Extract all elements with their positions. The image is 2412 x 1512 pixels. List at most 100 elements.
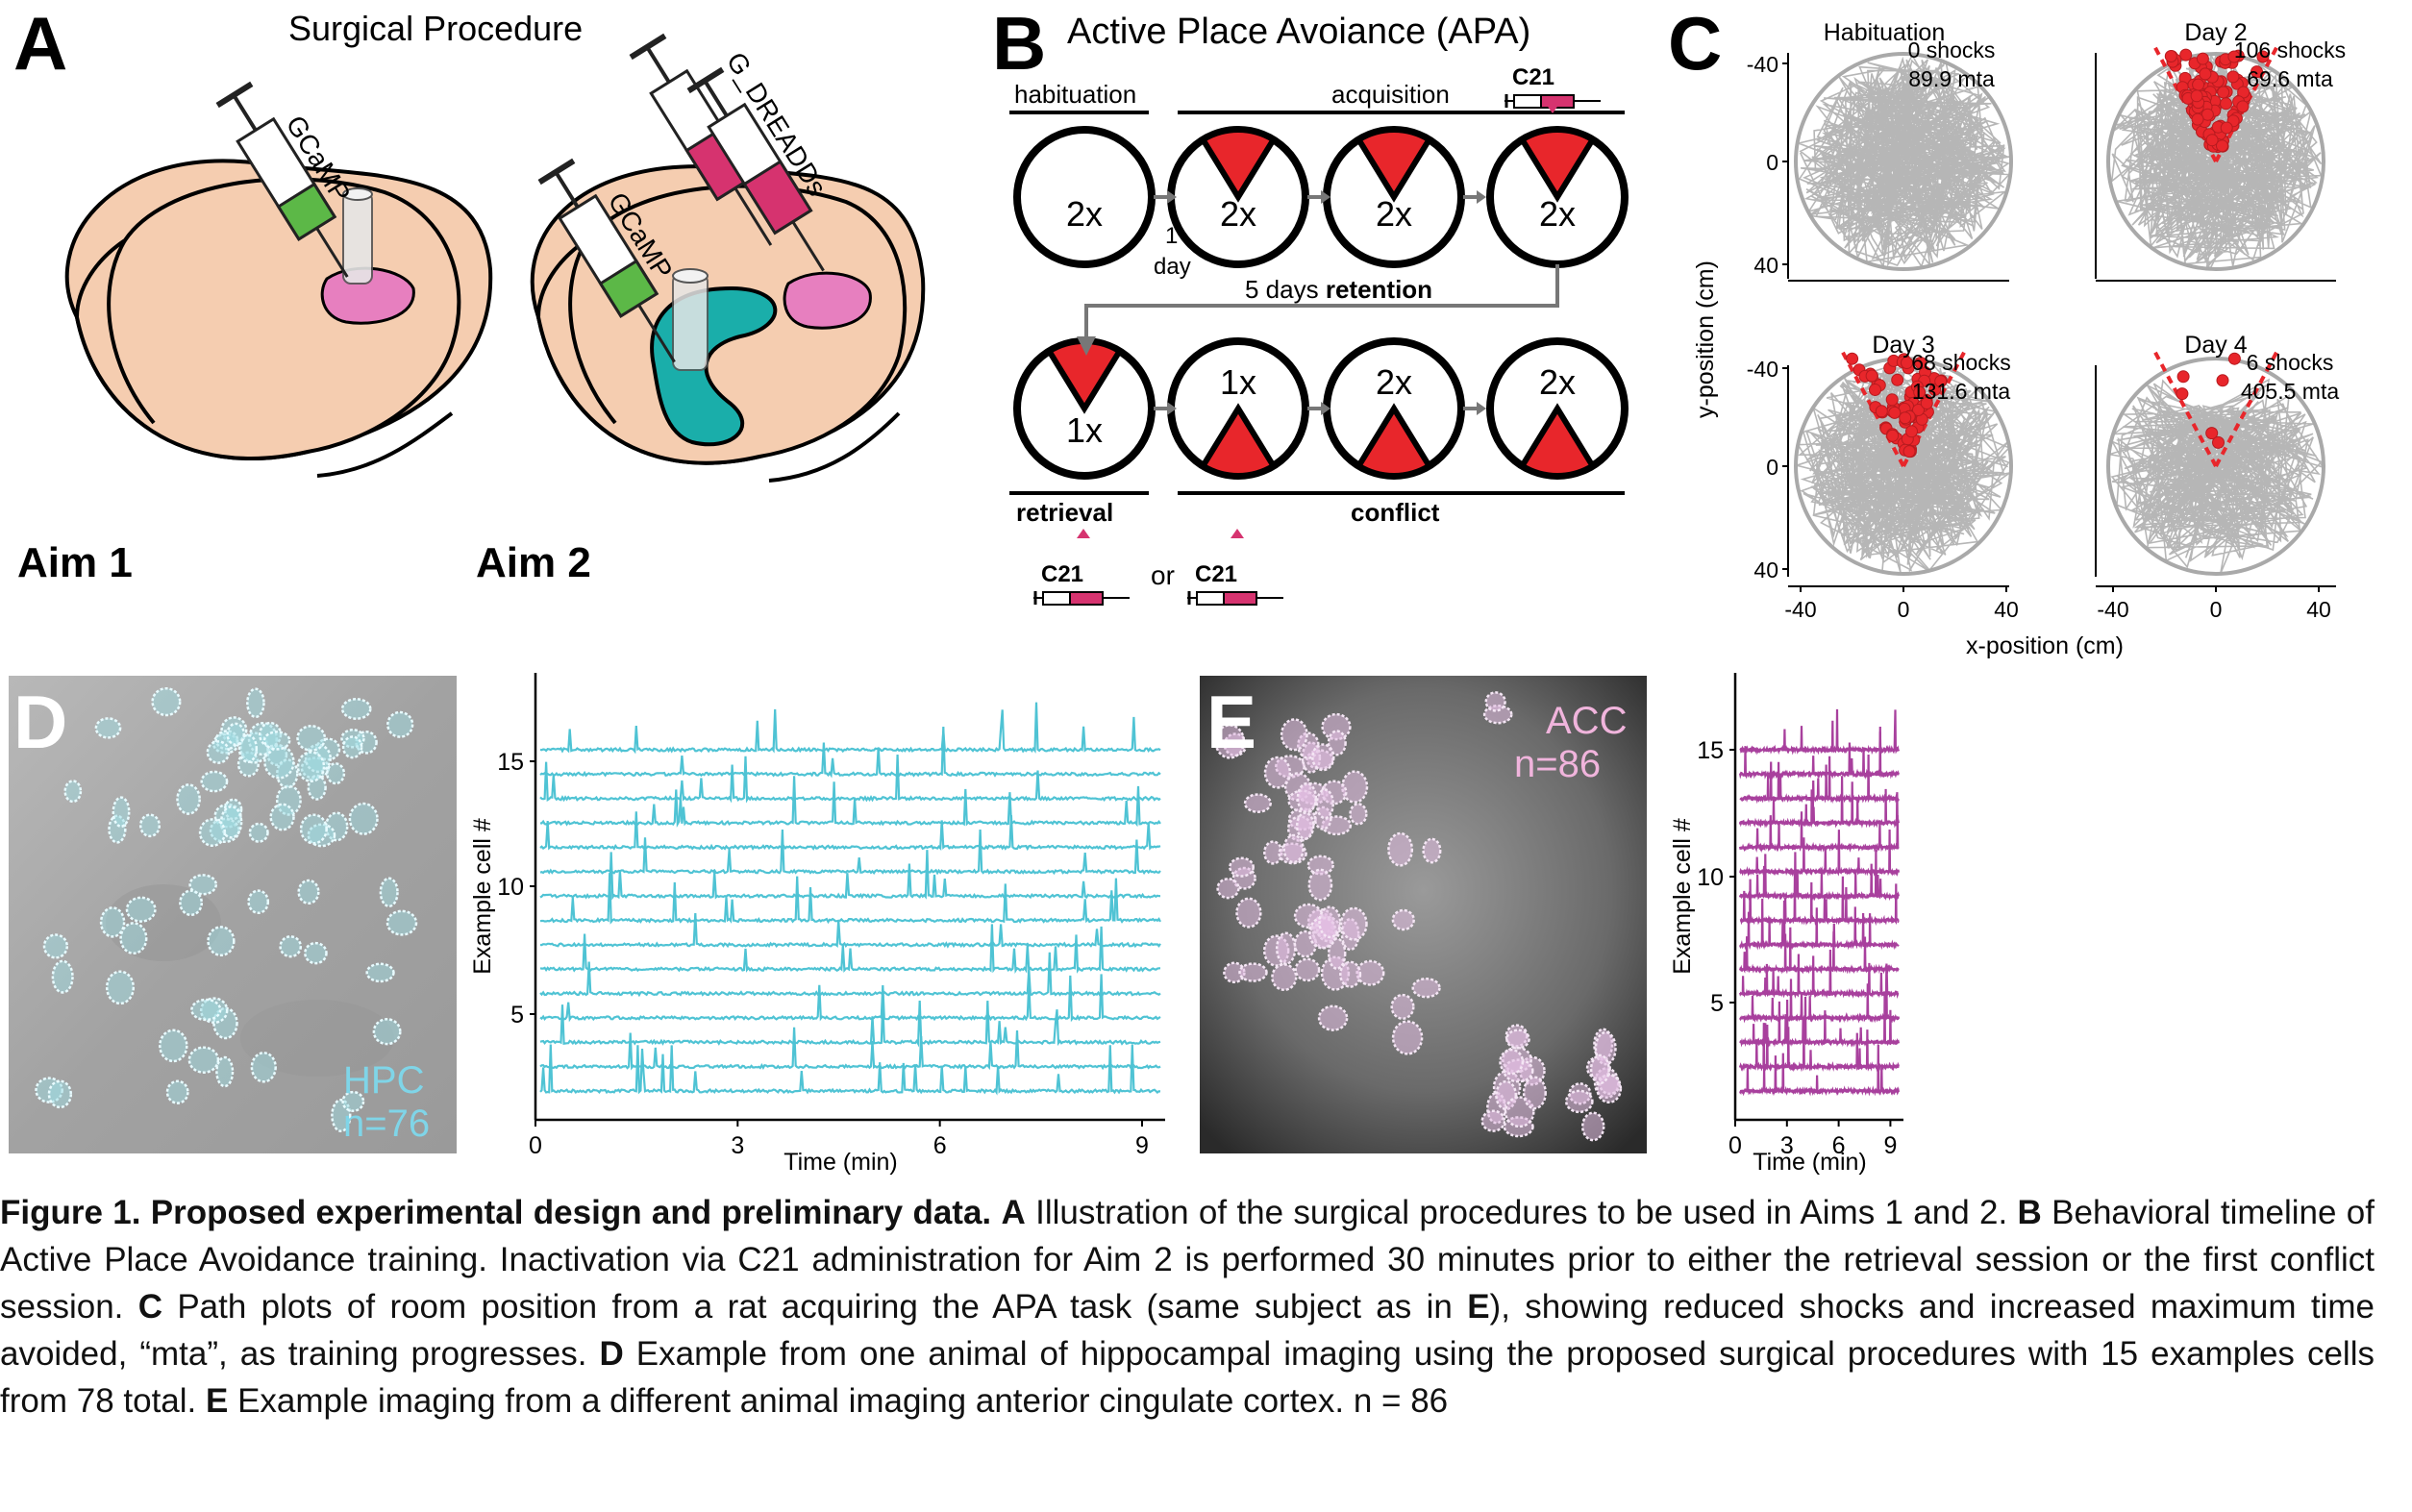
cell-trace — [1738, 949, 1900, 1000]
shock-count: 6 shocks — [2247, 350, 2334, 375]
cell-trace — [539, 702, 1161, 755]
ytick-label: 15 — [497, 749, 524, 776]
ytick-label: 10 — [1697, 864, 1724, 891]
cell-trace — [539, 776, 1161, 829]
cell-outline — [51, 959, 74, 994]
panel-c-xlabel: x-position (cm) — [1966, 632, 2124, 659]
cell-trace — [539, 952, 1161, 998]
xtick-label: 6 — [933, 1132, 947, 1159]
cell-trace — [1738, 776, 1901, 829]
ytick-label: 0 — [1766, 455, 1778, 480]
arena-row1-1-count: 2x — [1066, 194, 1103, 234]
cell-outline — [99, 906, 126, 938]
cell-outline — [365, 962, 395, 983]
arena-row2-3-count: 2x — [1376, 362, 1412, 402]
xtick-label: 0 — [529, 1132, 542, 1159]
xtick-label: -40 — [1784, 597, 1816, 622]
path-plot-4: -40 0 40 Day 46 shocks 405.5 mta — [2095, 332, 2339, 622]
cell-outline — [226, 722, 246, 746]
shock-count: 68 shocks — [1911, 350, 2011, 375]
cell-outline — [1235, 897, 1262, 929]
path-plot-title: Day 4 — [2184, 332, 2247, 359]
c21-label: C21 — [1195, 561, 1237, 587]
arena-row1-4-count: 2x — [1539, 194, 1576, 234]
cell-outline — [1229, 856, 1255, 878]
cell-outline — [198, 818, 227, 848]
panel-d-letter: D — [13, 680, 67, 764]
ytick-label: 10 — [497, 874, 524, 901]
cell-outline — [250, 1052, 277, 1083]
panel-e-letter: E — [1206, 680, 1256, 764]
cell-trace — [539, 924, 1160, 974]
panel-c: C y-position (cm) x-position (cm) -40 0 40… — [1668, 1, 2346, 659]
cell-outline — [1341, 770, 1369, 804]
cell-outline — [179, 889, 204, 917]
hpc-traces: 5 10 15 0 3 6 9 Example cell # Time (min) — [469, 673, 1165, 1176]
cell-trace — [1739, 754, 1901, 805]
cell-outline — [1422, 837, 1442, 864]
cell-outline — [1349, 803, 1368, 826]
trace-xlabel: Time (min) — [1753, 1149, 1867, 1176]
cell-trace — [1739, 708, 1901, 756]
cell-trace — [1738, 811, 1900, 854]
cell-trace — [1739, 995, 1901, 1048]
cell-outline — [94, 717, 122, 739]
arena-row2-4-count: 2x — [1539, 362, 1576, 402]
cell-outline — [187, 1046, 220, 1074]
cell-outline — [1480, 1109, 1506, 1132]
arena-row2-2: 1x — [1167, 337, 1309, 480]
ytick-label: 5 — [510, 1002, 524, 1029]
cell-outline — [1216, 878, 1240, 900]
xtick-label: -40 — [2097, 597, 2128, 622]
cell-outline — [1391, 1020, 1424, 1055]
cell-outline — [1387, 831, 1414, 867]
arena-row2-4: 2x — [1486, 337, 1629, 480]
cell-outline — [246, 687, 265, 719]
arena-row1-3-count: 2x — [1376, 194, 1412, 234]
cell-outline — [42, 933, 69, 959]
panel-b-title: Active Place Avoiance (APA) — [1067, 12, 1530, 52]
panel-b: B Active Place Avoiance (APA) habituatio… — [992, 1, 1629, 606]
cell-outline — [372, 1018, 402, 1046]
cell-trace — [1738, 726, 1901, 781]
arena-row2-1-count: 1x — [1066, 410, 1103, 450]
mta-value: 131.6 mta — [1912, 379, 2010, 404]
panel-a-letter: A — [13, 1, 67, 86]
cell-outline — [263, 744, 295, 780]
cell-outline — [1318, 905, 1342, 939]
ytick-label: 5 — [1710, 990, 1724, 1017]
cell-outline — [1484, 691, 1506, 712]
c21-syringe-retrieval: C21 — [1033, 561, 1130, 606]
cell-outline — [1294, 957, 1321, 982]
cell-outline — [326, 762, 346, 785]
cell-outline — [237, 733, 259, 763]
cell-trace — [1738, 1023, 1900, 1073]
cell-outline — [105, 970, 136, 1005]
cell-outline — [1564, 1089, 1594, 1114]
cell-outline — [1243, 793, 1272, 813]
cell-outline — [296, 725, 327, 752]
arena-row1-1: 2x — [1013, 126, 1156, 268]
cell-trace — [1738, 927, 1900, 975]
ytick-label: 40 — [1753, 558, 1778, 582]
cell-outline — [1391, 908, 1415, 931]
cell-outline — [200, 770, 229, 793]
caption-c-ref: E — [1467, 1288, 1490, 1326]
one-day-label-1: 1 — [1165, 223, 1178, 249]
cell-outline — [1482, 704, 1513, 725]
apa-arenas: 2x 2x 2x 2x 1x 1x 2x 2x — [1013, 126, 1629, 480]
arena-row2-1: 1x — [1013, 337, 1156, 480]
one-day-label-2: day — [1154, 254, 1191, 280]
mta-value: 69.6 mta — [2247, 66, 2333, 91]
c21-label: C21 — [1512, 64, 1554, 90]
cell-trace — [1738, 850, 1901, 902]
mta-value: 89.9 mta — [1908, 66, 1995, 91]
xtick-label: 0 — [1728, 1132, 1742, 1159]
aim1-label: Aim 1 — [17, 539, 133, 586]
phase-acquisition: acquisition — [1331, 80, 1450, 109]
cell-outline — [138, 813, 162, 838]
